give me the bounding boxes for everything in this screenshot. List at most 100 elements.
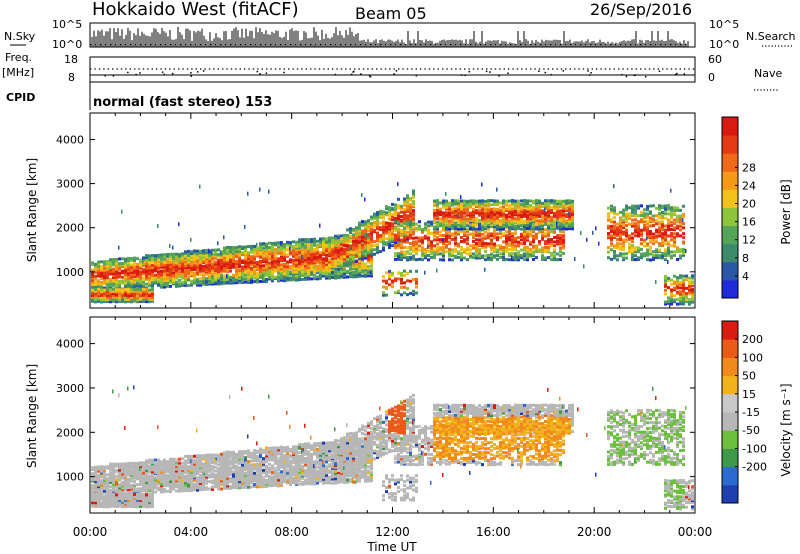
scatter-cell bbox=[484, 199, 487, 203]
scatter-cell bbox=[484, 221, 487, 225]
scatter-cell bbox=[541, 246, 544, 250]
scatter-cell bbox=[331, 264, 334, 268]
scatter-cell bbox=[544, 256, 547, 260]
scatter-cell bbox=[382, 236, 385, 240]
scatter-cell bbox=[685, 300, 688, 304]
scatter-cell bbox=[499, 231, 502, 235]
scatter-cell bbox=[361, 231, 364, 235]
scatter-cell bbox=[508, 219, 511, 223]
freq-dot bbox=[489, 71, 491, 73]
scatter-cell bbox=[553, 221, 556, 225]
scatter-cell bbox=[175, 276, 178, 280]
scatter-cell bbox=[133, 264, 136, 268]
freq-dot bbox=[538, 70, 540, 73]
scatter-cell bbox=[559, 221, 562, 225]
freq-dot bbox=[350, 73, 353, 76]
scatter-cell bbox=[142, 262, 145, 266]
scatter-cell bbox=[109, 462, 112, 466]
scatter-cell bbox=[304, 262, 307, 266]
scatter-cell bbox=[124, 291, 127, 295]
scatter-cell bbox=[466, 219, 469, 223]
scatter-cell bbox=[379, 233, 382, 237]
scatter-cell bbox=[349, 269, 352, 273]
scatter-cell bbox=[517, 221, 520, 225]
scatter-cell bbox=[505, 230, 508, 234]
scatter-cell bbox=[133, 295, 136, 299]
noise-speckle bbox=[301, 254, 303, 259]
scatter-cell bbox=[268, 264, 271, 268]
scatter-cell bbox=[475, 233, 478, 237]
scatter-cell bbox=[505, 245, 508, 249]
scatter-cell bbox=[100, 467, 103, 471]
scatter-cell bbox=[433, 234, 436, 238]
scatter-cell bbox=[139, 274, 142, 278]
scatter-cell bbox=[358, 272, 361, 276]
scatter-cell bbox=[166, 273, 169, 277]
noise-speckle bbox=[121, 209, 123, 214]
scatter-cell bbox=[94, 494, 97, 498]
scatter-cell bbox=[514, 232, 517, 236]
scatter-cell bbox=[631, 254, 634, 258]
scatter-cell bbox=[328, 274, 331, 278]
scatter-cell bbox=[124, 492, 127, 496]
scatter-cell bbox=[199, 261, 202, 265]
scatter-cell bbox=[622, 214, 625, 218]
scatter-cell bbox=[121, 468, 124, 472]
scatter-cell bbox=[667, 248, 670, 252]
noise-search-dot bbox=[565, 44, 567, 46]
scatter-cell bbox=[100, 272, 103, 276]
scatter-cell bbox=[556, 209, 559, 213]
scatter-cell bbox=[151, 274, 154, 278]
scatter-cell bbox=[679, 222, 682, 226]
scatter-cell bbox=[526, 219, 529, 223]
scatter-cell bbox=[556, 227, 559, 231]
scatter-cell bbox=[115, 267, 118, 271]
scatter-cell bbox=[148, 277, 151, 281]
scatter-cell bbox=[205, 268, 208, 272]
scatter-cell bbox=[244, 245, 247, 249]
scatter-cell bbox=[244, 258, 247, 262]
scatter-cell bbox=[664, 234, 667, 238]
scatter-cell bbox=[628, 236, 631, 240]
scatter-cell bbox=[376, 247, 379, 251]
scatter-cell bbox=[487, 203, 490, 207]
scatter-cell bbox=[112, 478, 115, 482]
scatter-cell bbox=[412, 230, 415, 234]
scatter-cell bbox=[265, 242, 268, 246]
scatter-cell bbox=[532, 246, 535, 250]
scatter-cell bbox=[193, 266, 196, 270]
scatter-cell bbox=[136, 270, 139, 274]
scatter-cell bbox=[106, 484, 109, 488]
scatter-cell bbox=[544, 250, 547, 254]
scatter-cell bbox=[94, 489, 97, 493]
scatter-cell bbox=[571, 221, 574, 225]
scatter-cell bbox=[388, 235, 391, 239]
scatter-cell bbox=[220, 266, 223, 270]
scatter-cell bbox=[373, 248, 376, 252]
scatter-cell bbox=[172, 278, 175, 282]
scatter-cell bbox=[652, 242, 655, 246]
scatter-cell bbox=[616, 241, 619, 245]
scatter-cell bbox=[466, 221, 469, 225]
scatter-cell bbox=[103, 270, 106, 274]
scatter-cell bbox=[127, 294, 130, 298]
scatter-cell bbox=[529, 203, 532, 207]
scatter-cell bbox=[490, 232, 493, 236]
scatter-cell bbox=[625, 212, 628, 216]
scatter-cell bbox=[325, 272, 328, 276]
scatter-cell bbox=[109, 491, 112, 495]
scatter-cell bbox=[478, 254, 481, 258]
scatter-cell bbox=[118, 500, 121, 504]
power-data-cells bbox=[91, 182, 694, 306]
scatter-cell bbox=[367, 254, 370, 258]
scatter-cell bbox=[526, 248, 529, 252]
scatter-cell bbox=[169, 252, 172, 256]
scatter-cell bbox=[103, 274, 106, 278]
scatter-cell bbox=[445, 245, 448, 249]
noise-search-dot bbox=[380, 44, 382, 46]
scatter-cell bbox=[451, 215, 454, 219]
scatter-cell bbox=[463, 238, 466, 242]
scatter-cell bbox=[226, 268, 229, 272]
scatter-cell bbox=[448, 215, 451, 219]
scatter-cell bbox=[532, 244, 535, 248]
